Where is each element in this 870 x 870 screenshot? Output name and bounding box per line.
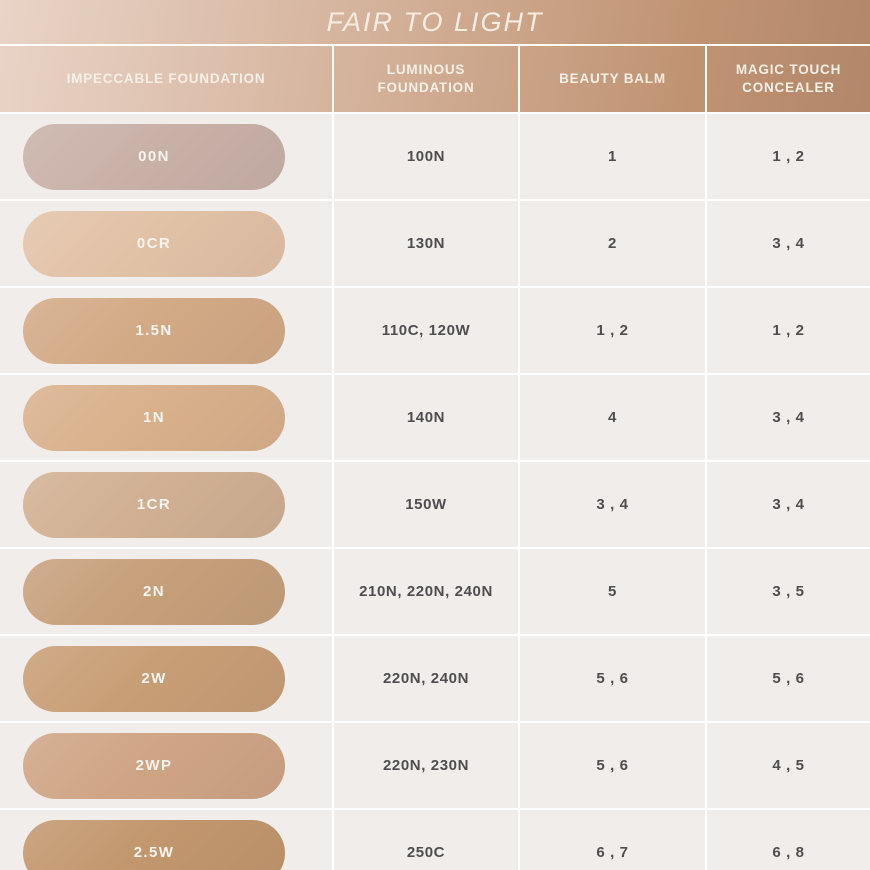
shade-swatch-pill: 1CR [23,471,285,538]
column-header-beauty-balm: BEAUTY BALM [559,70,666,86]
luminous-value: 140N [334,375,518,460]
luminous-value: 110C, 120W [334,288,518,373]
luminous-value: 220N, 240N [334,636,518,721]
shade-table-body: 00N 100N 1 1 , 2 0CR 130N 2 3 , 4 1.5N 110C, 120W… [0,114,870,870]
beauty-balm-value: 6 , 7 [520,810,705,870]
impeccable-shade-cell: 2W [0,636,332,721]
chart-header-band: FAIR TO LIGHT IMPECCABLE FOUNDATION LUMIN… [0,0,870,112]
column-separator [332,810,334,870]
beauty-balm-value: 5 [520,549,705,634]
concealer-value: 3 , 4 [707,375,870,460]
column-separator [518,549,520,634]
concealer-value: 6 , 8 [707,810,870,870]
impeccable-shade-cell: 1.5N [0,288,332,373]
column-separator [705,636,707,721]
impeccable-shade-cell: 00N [0,114,332,199]
column-separator [332,288,334,373]
beauty-balm-value: 1 [520,114,705,199]
column-separator [518,201,520,286]
column-separator [705,723,707,808]
column-separator [332,462,334,547]
table-row: 0CR 130N 2 3 , 4 [0,201,870,286]
column-separator [705,201,707,286]
title-band: FAIR TO LIGHT [0,0,870,44]
column-separator [518,462,520,547]
column-separator [518,375,520,460]
concealer-value: 1 , 2 [707,114,870,199]
column-separator [518,723,520,808]
beauty-balm-value: 4 [520,375,705,460]
column-separator [518,810,520,870]
column-separator [332,375,334,460]
concealer-value: 3 , 5 [707,549,870,634]
concealer-value: 3 , 4 [707,201,870,286]
column-separator [332,46,334,112]
column-header-impeccable-foundation: IMPECCABLE FOUNDATION [66,70,266,86]
column-separator [518,288,520,373]
impeccable-shade-cell: 1N [0,375,332,460]
header-divider [0,44,870,46]
beauty-balm-value: 1 , 2 [520,288,705,373]
table-row: 00N 100N 1 1 , 2 [0,114,870,199]
concealer-value: 3 , 4 [707,462,870,547]
luminous-value: 130N [334,201,518,286]
luminous-value: 220N, 230N [334,723,518,808]
column-separator [518,636,520,721]
beauty-balm-value: 5 , 6 [520,636,705,721]
impeccable-shade-cell: 2.5W [0,810,332,870]
beauty-balm-value: 2 [520,201,705,286]
column-separator [705,462,707,547]
luminous-value: 210N, 220N, 240N [334,549,518,634]
impeccable-shade-cell: 0CR [0,201,332,286]
column-separator [332,201,334,286]
shade-swatch-pill: 00N [23,123,285,190]
impeccable-shade-cell: 2WP [0,723,332,808]
concealer-value: 1 , 2 [707,288,870,373]
luminous-value: 250C [334,810,518,870]
column-separator [705,549,707,634]
column-header-luminous-foundation: LUMINOUS FOUNDATION [377,61,475,95]
beauty-balm-value: 3 , 4 [520,462,705,547]
impeccable-shade-cell: 1CR [0,462,332,547]
shade-swatch-pill: 1.5N [23,297,285,364]
table-row: 2N 210N, 220N, 240N 5 3 , 5 [0,549,870,634]
shade-swatch-pill: 2W [23,645,285,712]
column-header-magic-touch-concealer: MAGIC TOUCH CONCEALER [735,61,842,95]
shade-swatch-pill: 2.5W [23,819,285,870]
column-header-row: IMPECCABLE FOUNDATION LUMINOUS FOUNDATION… [0,46,870,112]
shade-swatch-pill: 2N [23,558,285,625]
concealer-value: 5 , 6 [707,636,870,721]
chart-title: FAIR TO LIGHT [326,6,544,37]
concealer-value: 4 , 5 [707,723,870,808]
column-separator [518,114,520,199]
column-separator [705,375,707,460]
impeccable-shade-cell: 2N [0,549,332,634]
column-separator [332,549,334,634]
shade-swatch-pill: 1N [23,384,285,451]
column-separator [705,288,707,373]
column-separator [518,46,520,112]
column-separator [705,810,707,870]
shade-swatch-pill: 0CR [23,210,285,277]
column-separator [332,723,334,808]
shade-swatch-pill: 2WP [23,732,285,799]
luminous-value: 100N [334,114,518,199]
beauty-balm-value: 5 , 6 [520,723,705,808]
luminous-value: 150W [334,462,518,547]
table-row: 1N 140N 4 3 , 4 [0,375,870,460]
column-separator [332,114,334,199]
column-separator [705,114,707,199]
column-separator [705,46,707,112]
column-separator [332,636,334,721]
